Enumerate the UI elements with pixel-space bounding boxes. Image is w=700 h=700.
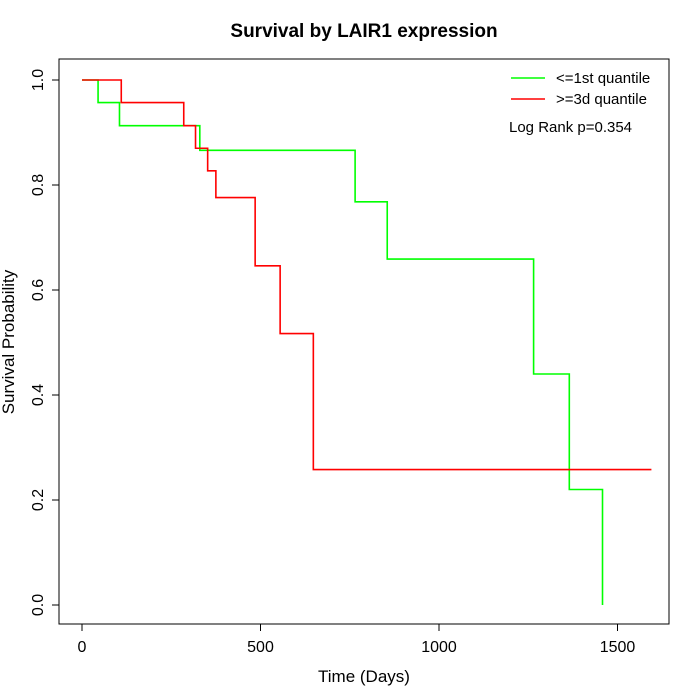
x-tick-label: 1000 (421, 639, 457, 656)
chart-title: Survival by LAIR1 expression (230, 21, 497, 42)
y-tick-label: 0.8 (30, 174, 47, 196)
x-tick-label: 1500 (600, 639, 636, 656)
legend: <=1st quantile >=3d quantile (511, 70, 650, 108)
y-axis-label: Survival Probability (0, 269, 18, 414)
x-axis: 0 500 1000 1500 (78, 623, 636, 656)
x-axis-label: Time (Days) (318, 667, 410, 686)
series-line-high (82, 79, 652, 471)
plot-frame (58, 58, 670, 625)
series-line-low (82, 79, 604, 605)
y-axis: 0.0 0.2 0.4 0.6 0.8 1.0 (30, 69, 60, 616)
y-tick-label: 0.4 (30, 384, 47, 406)
y-tick-label: 0.6 (30, 279, 47, 301)
legend-label-low: <=1st quantile (556, 70, 650, 87)
series-layer (82, 79, 652, 605)
legend-label-high: >=3d quantile (556, 91, 647, 108)
y-tick-label: 1.0 (30, 69, 47, 91)
x-tick-label: 0 (78, 639, 87, 656)
log-rank-annotation: Log Rank p=0.354 (509, 119, 632, 136)
x-tick-label: 500 (247, 639, 274, 656)
y-tick-label: 0.2 (30, 489, 47, 511)
y-tick-label: 0.0 (30, 594, 47, 616)
